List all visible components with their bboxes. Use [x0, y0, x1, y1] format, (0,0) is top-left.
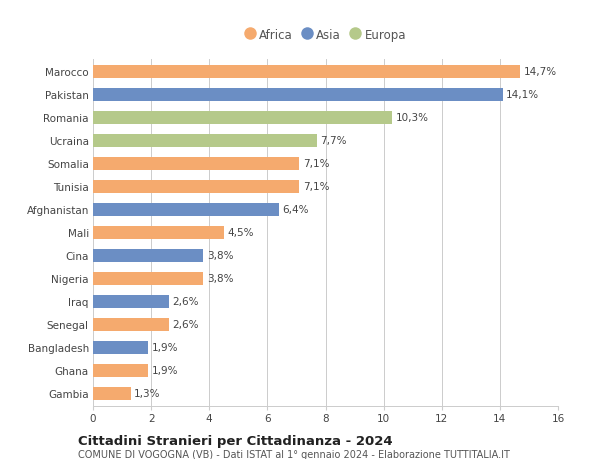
- Text: 3,8%: 3,8%: [207, 274, 233, 284]
- Bar: [93, 157, 299, 171]
- Bar: [93, 203, 279, 217]
- Text: 7,7%: 7,7%: [320, 136, 347, 146]
- Bar: [93, 180, 299, 194]
- Text: 7,1%: 7,1%: [303, 182, 329, 192]
- Text: 1,9%: 1,9%: [152, 343, 178, 353]
- Bar: [93, 364, 148, 377]
- Bar: [93, 89, 503, 102]
- Legend: Africa, Asia, Europa: Africa, Asia, Europa: [240, 24, 411, 46]
- Text: 7,1%: 7,1%: [303, 159, 329, 169]
- Bar: [93, 134, 317, 148]
- Text: 14,7%: 14,7%: [524, 67, 557, 77]
- Text: 6,4%: 6,4%: [283, 205, 309, 215]
- Text: COMUNE DI VOGOGNA (VB) - Dati ISTAT al 1° gennaio 2024 - Elaborazione TUTTITALIA: COMUNE DI VOGOGNA (VB) - Dati ISTAT al 1…: [78, 449, 510, 459]
- Text: 14,1%: 14,1%: [506, 90, 539, 100]
- Text: 2,6%: 2,6%: [172, 320, 199, 330]
- Text: 1,9%: 1,9%: [152, 366, 178, 375]
- Text: 2,6%: 2,6%: [172, 297, 199, 307]
- Bar: [93, 226, 224, 240]
- Bar: [93, 318, 169, 331]
- Bar: [93, 386, 131, 400]
- Text: 4,5%: 4,5%: [227, 228, 254, 238]
- Text: 1,3%: 1,3%: [134, 389, 161, 398]
- Bar: [93, 341, 148, 354]
- Text: Cittadini Stranieri per Cittadinanza - 2024: Cittadini Stranieri per Cittadinanza - 2…: [78, 434, 392, 447]
- Bar: [93, 295, 169, 308]
- Text: 10,3%: 10,3%: [396, 113, 429, 123]
- Text: 3,8%: 3,8%: [207, 251, 233, 261]
- Bar: [93, 272, 203, 285]
- Bar: [93, 66, 520, 79]
- Bar: [93, 249, 203, 263]
- Bar: [93, 112, 392, 125]
